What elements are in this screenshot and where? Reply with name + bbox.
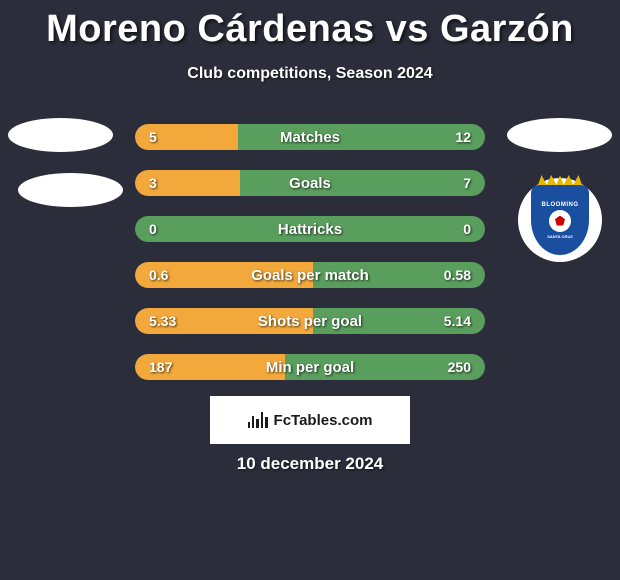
stat-value-left: 0 <box>149 216 157 242</box>
ball-icon <box>549 210 571 232</box>
bar-right-fill <box>238 124 485 150</box>
stat-value-left: 187 <box>149 354 172 380</box>
badge-bottom-text: SANTA CRUZ <box>547 234 573 239</box>
stat-value-right: 0.58 <box>444 262 471 288</box>
stat-value-right: 250 <box>448 354 471 380</box>
stat-value-left: 3 <box>149 170 157 196</box>
badge-top-text: BLOOMING <box>542 202 579 208</box>
stat-row: 512Matches <box>135 124 485 150</box>
attribution-text: FcTables.com <box>274 412 373 429</box>
stat-row: 5.335.14Shots per goal <box>135 308 485 334</box>
stats-bars: 512Matches37Goals00Hattricks0.60.58Goals… <box>135 124 485 400</box>
stat-value-right: 12 <box>455 124 471 150</box>
bars-icon <box>248 412 268 428</box>
stat-value-right: 7 <box>463 170 471 196</box>
bar-right-fill <box>240 170 485 196</box>
player-left-avatar-1 <box>8 118 113 152</box>
player-left-avatar-2 <box>18 173 123 207</box>
stat-row: 0.60.58Goals per match <box>135 262 485 288</box>
page-title: Moreno Cárdenas vs Garzón <box>0 0 620 51</box>
date-text: 10 december 2024 <box>0 454 620 474</box>
stat-value-right: 0 <box>463 216 471 242</box>
stat-value-right: 5.14 <box>444 308 471 334</box>
bar-right-fill <box>135 216 485 242</box>
stat-value-left: 5.33 <box>149 308 176 334</box>
player-right-avatar <box>507 118 612 152</box>
stat-row: 187250Min per goal <box>135 354 485 380</box>
stat-value-left: 0.6 <box>149 262 168 288</box>
club-badge: BLOOMING SANTA CRUZ <box>518 178 602 262</box>
stat-row: 00Hattricks <box>135 216 485 242</box>
crown-icon <box>538 175 582 185</box>
page-subtitle: Club competitions, Season 2024 <box>0 65 620 83</box>
attribution-box: FcTables.com <box>210 396 410 444</box>
stat-row: 37Goals <box>135 170 485 196</box>
stat-value-left: 5 <box>149 124 157 150</box>
